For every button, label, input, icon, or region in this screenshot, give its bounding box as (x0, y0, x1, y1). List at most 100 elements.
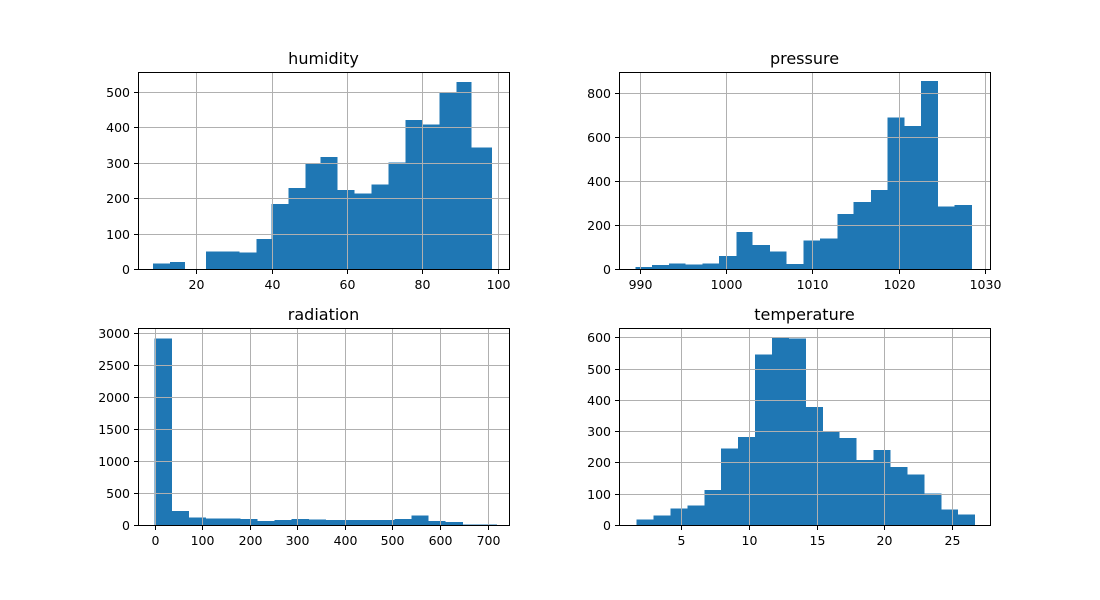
temperature-bar-1 (653, 515, 671, 525)
pressure-bar-19 (954, 205, 972, 269)
temperature-y-tick-label-0: 0 (603, 518, 611, 533)
humidity-bar-5 (239, 252, 257, 269)
humidity-bar-14 (388, 162, 406, 269)
radiation-bar-5 (240, 519, 258, 525)
humidity-y-tick-label-1: 100 (106, 227, 130, 242)
pressure-y-axis: 0 200 400 600 800 (587, 86, 620, 277)
radiation-y-tick-label-0: 0 (122, 518, 130, 533)
humidity-x-axis: 20 40 60 80 100 (189, 269, 510, 292)
pressure-bar-2 (669, 263, 686, 269)
radiation-bar-4 (223, 518, 241, 525)
pressure-x-tick-label-4: 1030 (970, 277, 1002, 292)
radiation-x-tick-label-6: 600 (429, 533, 453, 548)
temperature-x-tick-label-0: 5 (678, 533, 686, 548)
temperature-title: temperature (754, 305, 855, 324)
temperature-bar-0 (636, 519, 654, 525)
temperature-y-tick-label-4: 400 (587, 393, 611, 408)
pressure-y-tick-label-4: 800 (587, 86, 611, 101)
temperature-bar-3 (687, 505, 705, 525)
temperature-bar-4 (704, 489, 722, 525)
humidity-x-tick-label-3: 80 (415, 277, 431, 292)
pressure-bar-8 (769, 251, 787, 269)
radiation-x-tick-label-5: 500 (381, 533, 405, 548)
radiation-x-axis: 0 100 200 300 400 500 600 700 (152, 525, 500, 548)
humidity-y-tick-label-2: 200 (106, 191, 130, 206)
radiation-y-tick-label-4: 2000 (98, 390, 130, 405)
subplot-temperature: 5 10 15 20 25 0 100 200 300 400 500 600 temperature (587, 305, 991, 548)
radiation-bar-13 (377, 519, 395, 525)
pressure-bar-7 (752, 244, 770, 269)
pressure-x-tick-label-2: 1010 (797, 277, 829, 292)
temperature-bar-18 (941, 509, 959, 525)
temperature-x-tick-label-4: 25 (945, 533, 961, 548)
pressure-axes-frame (619, 72, 991, 270)
pressure-x-tick-label-1: 1000 (711, 277, 743, 292)
radiation-bar-12 (360, 519, 378, 525)
pressure-x-tick-label-0: 990 (629, 277, 653, 292)
temperature-bar-16 (907, 474, 925, 525)
pressure-bar-11 (820, 238, 838, 269)
pressure-bar-3 (685, 264, 703, 269)
temperature-bars (636, 338, 976, 525)
humidity-y-tick-label-0: 0 (122, 262, 130, 277)
pressure-bar-6 (736, 232, 753, 269)
radiation-y-tick-label-1: 500 (106, 486, 130, 501)
temperature-bar-7 (755, 354, 773, 525)
temperature-bar-19 (958, 514, 976, 525)
temperature-y-tick-label-2: 200 (587, 455, 611, 470)
radiation-bar-0 (154, 338, 172, 525)
temperature-y-tick-label-1: 100 (587, 487, 611, 502)
humidity-bar-16 (422, 124, 440, 270)
radiation-x-tick-label-2: 200 (239, 533, 263, 548)
radiation-bar-11 (343, 519, 361, 525)
humidity-bar-3 (205, 251, 223, 269)
radiation-bar-3 (206, 518, 224, 525)
humidity-bar-15 (405, 119, 423, 270)
temperature-bar-11 (822, 431, 840, 525)
humidity-x-tick-label-0: 20 (189, 277, 205, 292)
pressure-bar-12 (837, 213, 854, 269)
pressure-bar-1 (651, 265, 670, 269)
pressure-bar-18 (938, 206, 955, 269)
temperature-y-tick-label-3: 300 (587, 424, 611, 439)
radiation-axes-frame (138, 328, 510, 526)
radiation-y-tick-label-3: 1500 (98, 422, 130, 437)
pressure-y-tick-label-3: 600 (587, 130, 611, 145)
radiation-bar-6 (257, 521, 275, 525)
pressure-bar-5 (719, 255, 737, 269)
temperature-axes-frame (619, 328, 991, 526)
radiation-x-tick-label-0: 0 (152, 533, 160, 548)
pressure-bar-0 (635, 267, 652, 269)
radiation-bar-10 (325, 519, 344, 525)
pressure-bars (635, 80, 972, 270)
humidity-bar-18 (456, 81, 472, 269)
humidity-bar-13 (371, 184, 389, 269)
humidity-bar-9 (305, 163, 321, 269)
radiation-bar-16 (428, 520, 446, 525)
radiation-y-tick-label-2: 1000 (98, 454, 130, 469)
radiation-bar-14 (394, 518, 412, 525)
humidity-bar-12 (354, 193, 372, 269)
humidity-bar-10 (320, 157, 338, 269)
temperature-y-axis: 0 100 200 300 400 500 600 (587, 330, 620, 533)
radiation-y-tick-label-6: 3000 (98, 326, 130, 341)
humidity-axes-frame (138, 72, 510, 270)
radiation-grid (138, 328, 509, 526)
humidity-x-tick-label-1: 40 (265, 277, 281, 292)
radiation-x-tick-label-3: 300 (286, 533, 310, 548)
temperature-x-axis: 5 10 15 20 25 (678, 525, 961, 548)
humidity-y-axis: 0 100 200 300 400 500 (106, 85, 139, 277)
humidity-bar-8 (288, 188, 306, 269)
humidity-y-tick-label-5: 500 (106, 85, 130, 100)
temperature-bar-12 (839, 438, 857, 525)
radiation-bar-7 (274, 519, 292, 525)
radiation-bar-1 (171, 510, 189, 525)
humidity-bar-17 (439, 92, 457, 270)
radiation-x-tick-label-4: 400 (334, 533, 358, 548)
pressure-x-tick-label-3: 1020 (884, 277, 916, 292)
radiation-bars (154, 338, 498, 525)
humidity-bar-4 (222, 251, 240, 269)
humidity-y-tick-label-3: 300 (106, 156, 130, 171)
radiation-x-tick-label-1: 100 (191, 533, 215, 548)
